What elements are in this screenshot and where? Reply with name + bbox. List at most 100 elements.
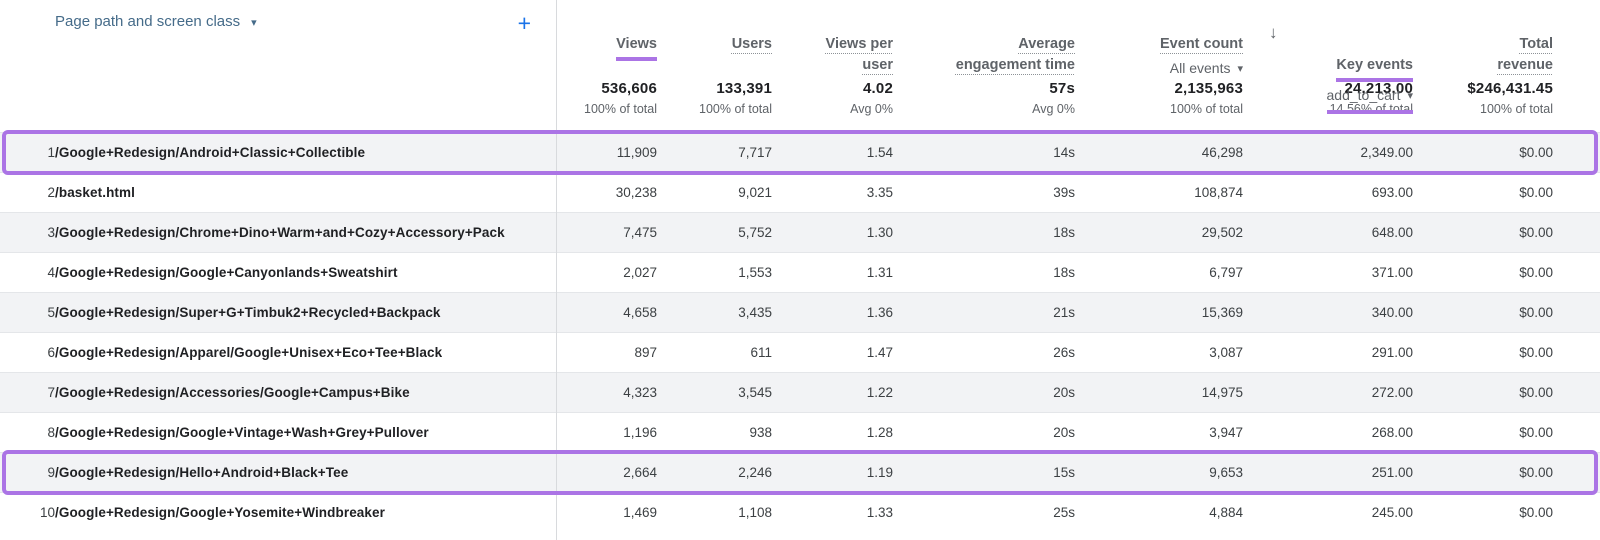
page-path: /Google+Redesign/Google+Vintage+Wash+Gre… <box>55 425 429 440</box>
views-cell: 2,664 <box>623 465 657 480</box>
row-dimension-cell: 6 /Google+Redesign/Apparel/Google+Unisex… <box>0 333 556 372</box>
page-path: /Google+Redesign/Apparel/Google+Unisex+E… <box>55 345 443 360</box>
key-events-cell: 268.00 <box>1371 425 1413 440</box>
key-events-header-label[interactable]: Key events <box>1336 55 1413 82</box>
column-header-event-count[interactable]: Event count All events ▾ <box>1075 0 1243 102</box>
add-dimension-button[interactable]: + <box>517 10 531 36</box>
totals-views-sub: 100% of total <box>584 102 657 116</box>
event-count-dropdown-value: All events <box>1169 60 1231 76</box>
views-cell: 1,196 <box>623 425 657 440</box>
key-events-dropdown[interactable]: add_to_cart ▾ <box>1243 85 1413 114</box>
views-per-user-header-label[interactable]: Views per user <box>825 36 893 73</box>
column-header-views-per-user[interactable]: Views per user <box>772 0 893 76</box>
key-events-cell: 693.00 <box>1371 185 1413 200</box>
row-number: 8 <box>47 425 55 440</box>
key-events-cell: 2,349.00 <box>1360 145 1413 160</box>
dimension-selector[interactable]: Page path and screen class ▾ <box>55 13 257 30</box>
table-row: 8 /Google+Redesign/Google+Vintage+Wash+G… <box>0 412 1600 452</box>
row-number: 6 <box>47 345 55 360</box>
column-header-views[interactable]: Views <box>556 0 657 61</box>
users-header-label[interactable]: Users <box>731 36 772 52</box>
avg-engagement-cell: 20s <box>1053 385 1075 400</box>
event-count-cell: 9,653 <box>1209 465 1243 480</box>
row-dimension-cell: 7 /Google+Redesign/Accessories/Google+Ca… <box>0 373 556 412</box>
total-revenue-cell: $0.00 <box>1519 465 1553 480</box>
page-path: /basket.html <box>55 185 135 200</box>
total-revenue-cell: $0.00 <box>1519 265 1553 280</box>
avg-engagement-cell: 18s <box>1053 265 1075 280</box>
chevron-down-icon: ▾ <box>1237 63 1243 75</box>
views-cell: 4,658 <box>623 305 657 320</box>
column-header-key-events[interactable]: ↓ Key events add_to_cart ▾ <box>1243 0 1413 135</box>
page-path: /Google+Redesign/Hello+Android+Black+Tee <box>55 465 349 480</box>
totals-event-count-sub: 100% of total <box>1170 102 1243 116</box>
views-per-user-cell: 3.35 <box>866 185 893 200</box>
key-events-dropdown-value: add_to_cart <box>1326 87 1401 103</box>
event-count-cell: 29,502 <box>1201 225 1243 240</box>
views-per-user-cell: 1.30 <box>866 225 893 240</box>
event-count-cell: 3,947 <box>1209 425 1243 440</box>
totals-views-per-user-value: 4.02 <box>863 80 893 97</box>
table-row: 1 /Google+Redesign/Android+Classic+Colle… <box>0 130 1600 175</box>
avg-engagement-cell: 20s <box>1053 425 1075 440</box>
key-events-cell: 245.00 <box>1371 505 1413 520</box>
row-dimension-cell: 4 /Google+Redesign/Google+Canyonlands+Sw… <box>0 253 556 292</box>
totals-row: 536,606 100% of total 133,391 100% of to… <box>0 66 1600 132</box>
event-count-cell: 46,298 <box>1201 145 1243 160</box>
dimension-header-cell: Page path and screen class ▾ + <box>0 0 556 36</box>
views-cell: 2,027 <box>623 265 657 280</box>
key-events-cell: 371.00 <box>1371 265 1413 280</box>
column-header-avg-engagement[interactable]: Average engagement time <box>893 0 1075 76</box>
row-number: 3 <box>47 225 55 240</box>
column-header-total-revenue[interactable]: Total revenue <box>1413 0 1553 76</box>
event-count-cell: 108,874 <box>1194 185 1243 200</box>
avg-engagement-cell: 14s <box>1053 145 1075 160</box>
totals-avg-engagement: 57s Avg 0% <box>893 66 1075 120</box>
total-revenue-cell: $0.00 <box>1519 505 1553 520</box>
chevron-down-icon: ▾ <box>1407 90 1413 102</box>
avg-engagement-cell: 39s <box>1053 185 1075 200</box>
views-per-user-cell: 1.31 <box>866 265 893 280</box>
column-header-users[interactable]: Users <box>657 0 772 55</box>
total-revenue-cell: $0.00 <box>1519 305 1553 320</box>
chevron-down-icon: ▾ <box>251 17 257 29</box>
table-row: 6 /Google+Redesign/Apparel/Google+Unisex… <box>0 332 1600 372</box>
views-per-user-cell: 1.33 <box>866 505 893 520</box>
views-per-user-cell: 1.47 <box>866 345 893 360</box>
views-header-label[interactable]: Views <box>616 34 657 61</box>
table-body: 1 /Google+Redesign/Android+Classic+Colle… <box>0 130 1600 532</box>
row-number: 2 <box>47 185 55 200</box>
key-events-cell: 291.00 <box>1371 345 1413 360</box>
row-number: 9 <box>47 465 55 480</box>
key-events-dropdown-wrap[interactable]: add_to_cart ▾ <box>1326 85 1413 114</box>
views-cell: 30,238 <box>615 185 657 200</box>
key-events-cell: 272.00 <box>1371 385 1413 400</box>
views-per-user-cell: 1.28 <box>866 425 893 440</box>
row-number: 10 <box>39 505 55 520</box>
totals-views: 536,606 100% of total <box>556 66 657 120</box>
views-per-user-cell: 1.22 <box>866 385 893 400</box>
row-number: 1 <box>47 145 55 160</box>
totals-total-revenue-value: $246,431.45 <box>1467 80 1553 97</box>
views-per-user-cell: 1.36 <box>866 305 893 320</box>
row-dimension-cell: 8 /Google+Redesign/Google+Vintage+Wash+G… <box>0 413 556 452</box>
total-revenue-header-label[interactable]: Total revenue <box>1497 36 1553 73</box>
totals-total-revenue-sub: 100% of total <box>1480 102 1553 116</box>
views-cell: 7,475 <box>623 225 657 240</box>
totals-views-per-user: 4.02 Avg 0% <box>772 66 893 120</box>
users-cell: 938 <box>749 425 772 440</box>
users-cell: 611 <box>750 345 772 360</box>
totals-avg-engagement-value: 57s <box>1049 80 1075 97</box>
avg-engagement-header-label[interactable]: Average engagement time <box>955 36 1075 73</box>
views-cell: 897 <box>634 345 657 360</box>
table-row: 5 /Google+Redesign/Super+G+Timbuk2+Recyc… <box>0 292 1600 332</box>
views-per-user-cell: 1.54 <box>866 145 893 160</box>
event-count-cell: 6,797 <box>1209 265 1243 280</box>
event-count-dropdown[interactable]: All events ▾ <box>1075 58 1243 81</box>
event-count-header-label[interactable]: Event count <box>1160 36 1243 52</box>
avg-engagement-cell: 25s <box>1053 505 1075 520</box>
table-row: 9 /Google+Redesign/Hello+Android+Black+T… <box>0 450 1600 495</box>
total-revenue-cell: $0.00 <box>1519 185 1553 200</box>
avg-engagement-cell: 21s <box>1053 305 1075 320</box>
